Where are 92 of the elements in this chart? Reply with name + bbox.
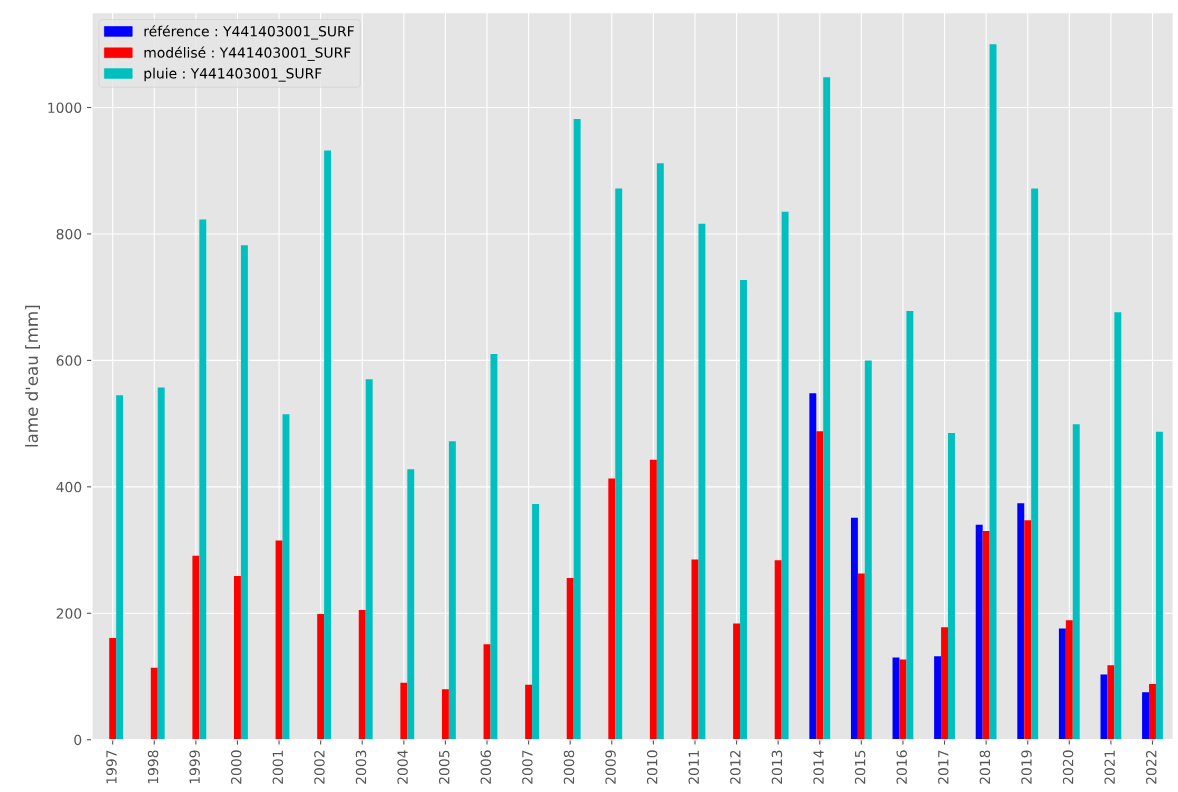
x-tick-label: 2022 xyxy=(1146,750,1157,784)
bar xyxy=(975,524,983,740)
x-tick-label: 2019 xyxy=(1021,750,1032,784)
bar xyxy=(1142,692,1150,740)
bar xyxy=(864,360,872,740)
y-tick-label: 600 xyxy=(56,355,82,366)
bar xyxy=(490,354,498,740)
y-tick-label: 0 xyxy=(74,734,82,746)
bar xyxy=(809,393,817,740)
bar xyxy=(573,118,581,740)
bar xyxy=(324,150,332,740)
bar xyxy=(1072,424,1080,740)
x-tick-label: 2020 xyxy=(1062,750,1074,784)
bar xyxy=(1065,620,1073,740)
bar xyxy=(407,469,415,740)
bar xyxy=(1031,188,1039,740)
bar xyxy=(649,459,657,740)
x-tick-label: 2014 xyxy=(813,750,824,784)
x-tick-label: 2005 xyxy=(438,750,450,784)
bar xyxy=(1149,684,1156,740)
bar xyxy=(358,610,366,740)
legend-label: pluie : Y441403001_SURF xyxy=(144,67,322,82)
x-tick-label: 2015 xyxy=(854,750,866,784)
bar xyxy=(448,441,456,740)
bar xyxy=(899,659,907,740)
bar xyxy=(615,188,623,740)
bar xyxy=(740,280,747,740)
bar xyxy=(941,627,948,740)
bar xyxy=(1107,665,1115,740)
bar xyxy=(525,684,533,740)
x-tick-label: 2003 xyxy=(355,750,367,784)
x-tick-label: 2007 xyxy=(522,750,533,784)
bar xyxy=(608,478,616,740)
x-tick-label: 2017 xyxy=(938,750,949,784)
bar xyxy=(982,531,990,740)
x-tick-label: 2021 xyxy=(1104,750,1115,784)
bar xyxy=(150,667,158,740)
bar xyxy=(781,211,789,740)
bar xyxy=(157,387,165,740)
x-tick-label: 2006 xyxy=(480,750,492,784)
bar xyxy=(1024,520,1032,740)
bar xyxy=(532,503,539,740)
x-tick-label: 2018 xyxy=(979,750,991,784)
y-tick-label: 400 xyxy=(56,481,82,493)
bar xyxy=(733,623,741,740)
bar xyxy=(934,656,942,740)
bar xyxy=(1058,628,1066,740)
x-tick-label: 1997 xyxy=(106,750,117,784)
legend-label: référence : Y441403001_SURF xyxy=(144,25,354,40)
x-tick-label: 1998 xyxy=(147,750,159,784)
bar xyxy=(566,577,574,740)
x-tick-label: 2000 xyxy=(230,750,242,784)
bar xyxy=(116,395,124,740)
bar xyxy=(1017,503,1025,740)
bar xyxy=(109,637,117,740)
x-tick-label: 2013 xyxy=(771,750,783,784)
bar xyxy=(816,431,824,740)
x-tick-label: 1999 xyxy=(189,750,200,784)
bar xyxy=(948,433,955,740)
bar xyxy=(199,219,207,740)
x-tick-label: 2002 xyxy=(314,750,325,784)
bar xyxy=(1114,312,1122,740)
bar xyxy=(850,517,858,740)
x-tick-label: 2012 xyxy=(730,750,741,784)
y-tick-label: 800 xyxy=(56,228,82,240)
y-tick-label: 200 xyxy=(56,608,82,619)
x-tick-label: 2011 xyxy=(688,750,699,784)
bar xyxy=(400,682,408,740)
bar xyxy=(275,540,283,740)
bar xyxy=(192,555,200,740)
bar xyxy=(365,379,373,740)
y-axis-title: lame d'eau [mm] xyxy=(25,305,40,447)
bar xyxy=(823,77,831,740)
x-tick-label: 2001 xyxy=(272,750,284,784)
bar xyxy=(698,223,706,740)
bar xyxy=(857,573,865,740)
bar xyxy=(1155,431,1163,740)
x-tick-label: 2004 xyxy=(397,750,408,784)
bar xyxy=(774,560,782,740)
bar xyxy=(441,689,449,740)
y-tick-label: 1000 xyxy=(48,102,82,113)
bar xyxy=(989,44,997,740)
bar xyxy=(240,245,248,740)
legend-label: modélisé : Y441403001_SURF xyxy=(144,46,351,61)
bar xyxy=(906,311,914,740)
bar xyxy=(656,163,664,740)
x-tick-label: 2010 xyxy=(646,750,658,784)
x-tick-label: 2016 xyxy=(896,750,907,784)
x-tick-label: 2008 xyxy=(563,750,575,784)
x-tick-label: 2009 xyxy=(605,750,616,784)
bar xyxy=(233,575,241,740)
bar xyxy=(317,613,325,740)
